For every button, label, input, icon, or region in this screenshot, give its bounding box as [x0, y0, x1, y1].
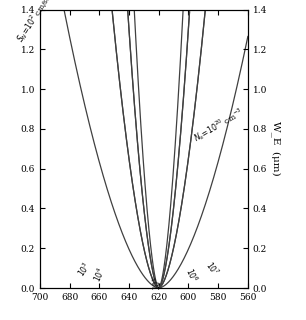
- Text: $10^{5}$: $10^{5}$: [151, 276, 164, 291]
- Text: $10^{4}$: $10^{4}$: [91, 266, 108, 284]
- Text: $S_N\!=\!10^2$ cm/sec: $S_N\!=\!10^2$ cm/sec: [13, 0, 58, 45]
- Y-axis label: W_E  (μm): W_E (μm): [271, 122, 281, 176]
- Text: $10^{3}$: $10^{3}$: [75, 260, 94, 279]
- Text: $10^{6}$: $10^{6}$: [183, 266, 200, 284]
- Text: $10^{7}$: $10^{7}$: [203, 259, 222, 278]
- Text: $N_s\!=\!10^{20}$ cm$^{-3}$: $N_s\!=\!10^{20}$ cm$^{-3}$: [191, 105, 247, 145]
